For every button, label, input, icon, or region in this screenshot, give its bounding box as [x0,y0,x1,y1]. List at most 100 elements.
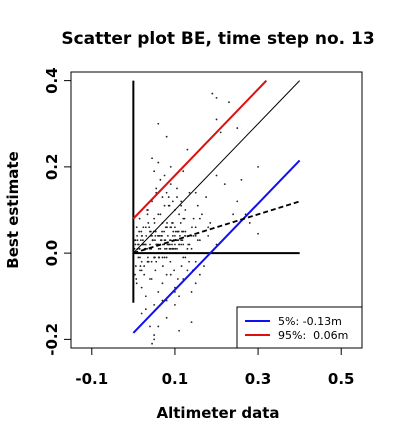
data-point [181,230,183,233]
data-point [179,222,182,224]
data-point [186,148,189,151]
data-point [163,239,166,242]
x-axis-label: Altimeter data [157,404,280,422]
data-point [169,165,172,168]
data-point [139,256,141,259]
data-point [138,217,141,220]
data-point [166,234,169,237]
data-point [188,191,191,194]
y-tick-label: -0.2 [43,323,61,356]
data-point [196,204,199,207]
data-point [147,256,149,259]
data-point [161,230,163,233]
data-point [147,209,149,211]
y-tick-label: 0.2 [43,154,61,181]
data-point [153,334,156,336]
y-tick-label: 0.4 [43,67,61,94]
data-point [182,217,185,220]
data-point [215,174,218,177]
data-point [194,226,197,229]
data-point [196,239,199,242]
data-point [136,239,139,242]
data-point [223,183,226,186]
data-point [178,295,180,298]
data-point [140,312,143,315]
line-lower-5 [132,159,301,334]
data-point [173,269,175,272]
data-point [134,243,137,246]
data-point [219,131,222,134]
data-point [157,234,160,237]
data-point [167,243,170,246]
data-point [161,282,164,285]
data-point [198,273,201,276]
data-point [248,222,251,224]
data-point [169,273,172,276]
data-point [161,196,164,198]
data-point [143,273,146,276]
legend-label-95pct: 95%: 0.06m [278,329,348,342]
data-point [159,213,162,216]
data-point [182,170,185,173]
data-point [190,247,193,250]
data-point [194,234,197,237]
data-point [163,256,166,259]
x-tick-label: -0.1 [75,370,108,388]
data-point [182,256,185,259]
data-point [135,226,138,229]
data-point [146,213,149,216]
data-point [155,187,158,190]
data-point [165,273,168,276]
data-point [180,239,183,242]
data-point [201,213,203,216]
data-point [157,122,160,125]
data-point [148,226,151,229]
data-point [209,222,212,224]
data-point [184,256,187,259]
data-point [184,209,187,211]
legend-box [236,306,363,349]
data-point [174,230,177,233]
data-point [138,230,141,233]
data-point [240,178,243,181]
data-point [194,260,197,263]
data-point [158,234,161,237]
data-point [157,213,160,216]
data-point [167,196,170,198]
data-point [178,213,180,216]
data-point [198,239,201,242]
data-point [153,338,156,341]
legend: 5%: -0.13m 95%: 0.06m [236,306,363,349]
data-point [169,183,172,186]
data-point [176,230,179,233]
data-point [145,234,148,237]
data-point [169,239,172,242]
data-point [228,101,230,104]
data-point [157,325,160,328]
data-point [151,157,153,160]
data-point [192,217,195,220]
data-point [165,191,168,194]
data-point [211,92,214,95]
line-upper-95 [132,79,268,220]
data-point [149,278,151,280]
data-point [176,278,179,280]
data-point [150,278,153,280]
data-point [171,200,174,203]
data-point [176,187,178,190]
data-point [180,243,183,246]
data-point [153,303,156,306]
x-axis: -0.1 0.1 0.3 0.5 [75,348,355,388]
data-point [169,260,172,263]
y-axis-label: Best estimate [4,151,22,268]
data-point [174,303,176,306]
data-point [176,196,178,198]
data-point [151,342,153,345]
chart-title: Scatter plot BE, time step no. 13 [61,29,374,49]
data-point [186,247,189,250]
line-identity [132,80,301,254]
data-point [147,222,150,224]
data-point [154,234,157,237]
y-tick-label: 0.0 [43,240,61,267]
